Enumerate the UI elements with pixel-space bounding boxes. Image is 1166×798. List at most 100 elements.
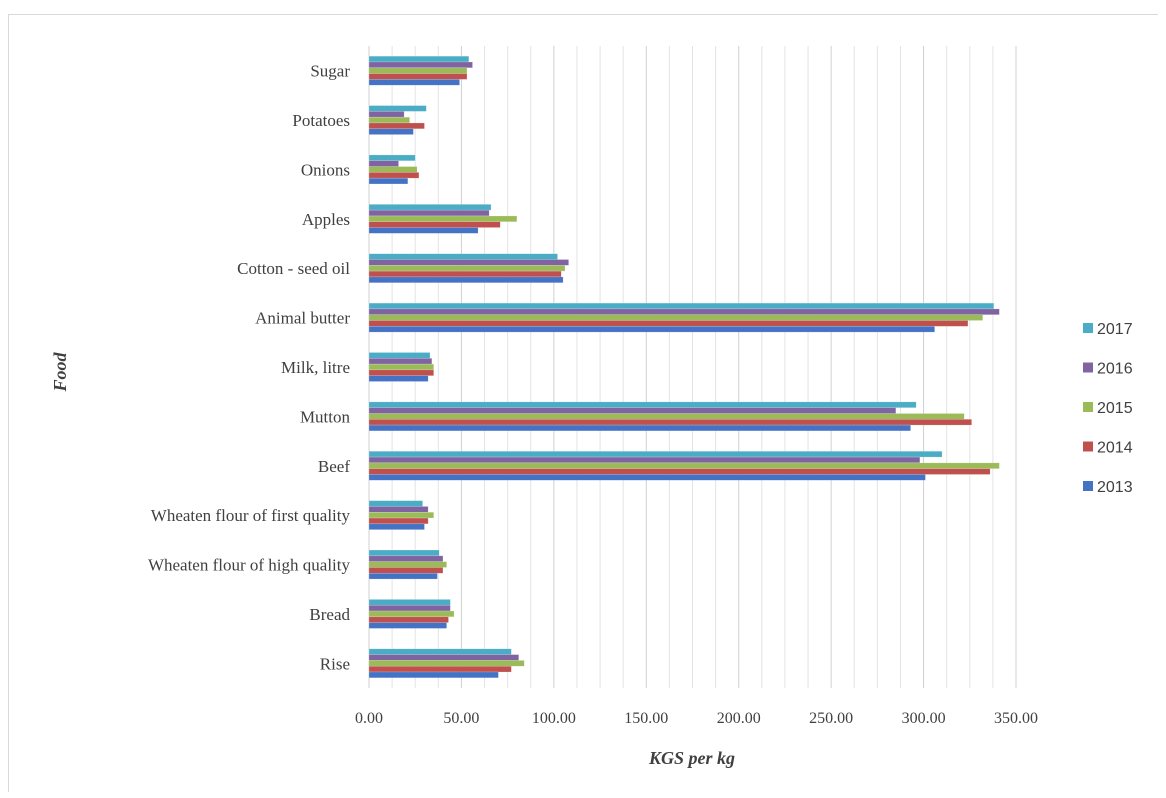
bar — [368, 616, 449, 623]
category-label: Wheaten flour of high quality — [148, 556, 351, 575]
bar — [368, 363, 434, 371]
bar — [368, 215, 518, 222]
x-tick-label: 200.00 — [717, 710, 761, 727]
bar — [368, 61, 473, 69]
category-label: Wheaten flour of first quality — [151, 506, 351, 525]
bar — [368, 660, 525, 667]
bar — [368, 424, 911, 432]
bar — [368, 500, 423, 507]
x-tick-label: 100.00 — [532, 710, 576, 727]
bar — [368, 116, 410, 124]
x-axis-title: KGS per kg — [648, 748, 735, 768]
bar — [368, 512, 434, 519]
bar — [368, 352, 431, 359]
bar — [368, 177, 409, 185]
bars — [368, 55, 1000, 679]
bar — [368, 549, 440, 557]
bar — [368, 671, 499, 679]
bar — [368, 462, 1000, 469]
bar — [368, 610, 455, 618]
category-label: Onions — [301, 160, 350, 179]
category-label: Apples — [302, 210, 350, 229]
legend-swatch — [1083, 402, 1093, 412]
bar — [368, 276, 564, 283]
bar — [368, 270, 562, 278]
y-axis-title: Food — [50, 352, 70, 393]
bar — [368, 73, 468, 80]
bar — [368, 523, 425, 530]
bar — [368, 166, 418, 173]
legend-swatch — [1083, 323, 1093, 333]
bar — [368, 55, 470, 63]
bar — [368, 204, 492, 211]
bar — [368, 105, 427, 112]
category-label: Milk, litre — [281, 358, 350, 377]
x-tick-label: 250.00 — [809, 710, 853, 727]
bar — [368, 413, 965, 420]
legend-swatch — [1083, 481, 1093, 491]
bar — [368, 172, 420, 179]
legend-label: 2015 — [1097, 400, 1133, 417]
x-tick-label: 50.00 — [443, 710, 479, 727]
category-label: Animal butter — [255, 309, 350, 328]
bar — [368, 265, 566, 272]
bar — [368, 209, 490, 217]
x-tick-label: 0.00 — [355, 710, 383, 727]
bar — [368, 221, 501, 228]
bar — [368, 468, 991, 475]
category-label: Cotton - seed oil — [237, 259, 350, 278]
category-label: Sugar — [310, 62, 350, 81]
bar — [368, 599, 451, 606]
bar — [368, 654, 519, 661]
bar — [368, 253, 558, 260]
bar — [368, 567, 444, 574]
bar — [368, 555, 444, 562]
bar — [368, 358, 433, 365]
bar — [368, 154, 416, 162]
x-tick-label: 350.00 — [994, 710, 1038, 727]
chart-frame — [8, 14, 1158, 792]
x-tick-labels: 0.00 50.00 100.00 150.00 200.00 250.00 300.00 3… — [355, 710, 1038, 727]
legend-label: 2017 — [1097, 321, 1133, 338]
legend-label: 2016 — [1097, 361, 1133, 378]
bar — [368, 456, 921, 464]
category-label: Rise — [320, 654, 350, 673]
bar — [368, 259, 569, 266]
bar — [368, 111, 405, 118]
category-label: Beef — [318, 457, 350, 476]
bar — [368, 314, 983, 321]
bar — [368, 451, 943, 458]
bar — [368, 375, 429, 382]
bar — [368, 604, 451, 612]
bar — [368, 79, 460, 86]
category-labels: Rise Bread Wheaten flour of high quality Wh… — [148, 62, 351, 674]
legend-swatch — [1083, 362, 1093, 373]
legend-label: 2014 — [1097, 440, 1133, 457]
bar — [368, 572, 438, 580]
bar — [368, 308, 1000, 315]
bar — [368, 302, 995, 310]
bar — [368, 665, 512, 673]
bar — [368, 227, 479, 234]
bar — [368, 517, 429, 525]
category-label: Mutton — [300, 407, 351, 426]
gridlines — [368, 46, 1017, 688]
bar — [368, 128, 414, 135]
bar — [368, 160, 399, 167]
category-label: Potatoes — [292, 111, 350, 130]
bar — [368, 401, 917, 408]
x-tick-label: 300.00 — [902, 710, 946, 727]
bar — [368, 67, 468, 74]
bar — [368, 369, 434, 376]
legend-swatch — [1083, 441, 1093, 452]
bar — [368, 326, 935, 333]
bar — [368, 474, 926, 481]
legend-label: 2013 — [1097, 479, 1133, 496]
bar — [368, 648, 512, 655]
x-tick-label: 150.00 — [624, 710, 668, 727]
bar — [368, 122, 425, 130]
bar — [368, 407, 897, 414]
bar — [368, 320, 969, 327]
bar — [368, 419, 972, 426]
